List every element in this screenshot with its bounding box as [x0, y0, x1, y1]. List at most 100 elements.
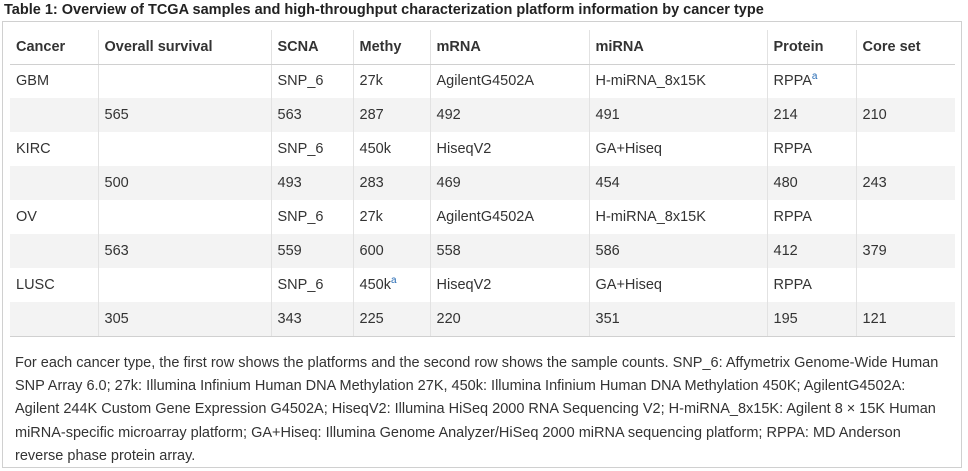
scna-cell: 343 [270, 302, 353, 337]
mrna-cell: 492 [429, 98, 589, 132]
protein-cell: RPPA [766, 200, 856, 234]
overall-survival-cell: 563 [97, 234, 271, 268]
mirna-cell: 586 [588, 234, 767, 268]
mrna-cell: 558 [429, 234, 589, 268]
cell-text: H-miRNA_8x15K [595, 209, 706, 225]
core-set-cell: 379 [855, 234, 955, 268]
cell-text: 565 [104, 107, 129, 123]
col-header-core-set: Core set [855, 30, 955, 65]
protein-cell: RPPA [766, 268, 856, 302]
cell-text: GA+Hiseq [595, 277, 663, 293]
cell-text: 351 [595, 310, 620, 327]
core-set-cell: 243 [855, 166, 955, 200]
col-header-cancer: Cancer [10, 30, 98, 65]
cell-text: 287 [359, 107, 384, 123]
methy-cell: 283 [352, 166, 430, 200]
cell-text: 343 [277, 310, 302, 327]
scna-cell: SNP_6 [270, 268, 353, 302]
cancer-cell: KIRC [10, 132, 98, 166]
col-header-mrna: mRNA [429, 30, 589, 65]
mrna-cell: HiseqV2 [429, 268, 589, 302]
cell-text: 600 [359, 243, 384, 259]
table-row: 305 343 225 220 351 195 121 [10, 302, 955, 337]
footnote-marker-link[interactable]: a [811, 71, 818, 83]
methy-cell: 27k [352, 200, 430, 234]
cell-text: 493 [277, 175, 302, 191]
table-row: 565 563 287 492 491 214 210 [10, 98, 955, 132]
cell-text: 27k [359, 73, 383, 90]
cell-text: 305 [104, 310, 129, 327]
scna-cell: SNP_6 [270, 64, 353, 98]
cell-text: 27k [359, 209, 383, 225]
table-row: KIRC SNP_6 450k HiseqV2 GA+Hiseq RPPA [10, 132, 955, 166]
overall-survival-cell [97, 268, 271, 302]
footnote-marker-link[interactable]: a [390, 275, 397, 286]
scna-cell: 563 [270, 98, 353, 132]
cell-text: 558 [436, 243, 461, 259]
col-header-protein: Protein [766, 30, 856, 65]
protein-cell: RPPAa [766, 64, 856, 98]
cell-text: 492 [436, 107, 461, 123]
cancer-cell [10, 98, 98, 132]
overall-survival-cell: 565 [97, 98, 271, 132]
cell-text: SNP_6 [277, 73, 324, 90]
methy-cell: 287 [352, 98, 430, 132]
cell-text: KIRC [16, 141, 51, 157]
mirna-cell: 351 [588, 302, 767, 337]
cell-text: H-miRNA_8x15K [595, 73, 706, 90]
protein-cell: 214 [766, 98, 856, 132]
scna-cell: 559 [270, 234, 353, 268]
cell-text: 500 [104, 175, 129, 191]
cell-text: HiseqV2 [436, 141, 492, 157]
protein-cell: 195 [766, 302, 856, 337]
col-header-scna: SCNA [270, 30, 353, 65]
table-row: 500 493 283 469 454 480 243 [10, 166, 955, 200]
header-row: Cancer Overall survival SCNA Methy mRNA … [10, 30, 955, 65]
cell-text: 491 [595, 107, 620, 123]
col-header-methy: Methy [352, 30, 430, 65]
methy-cell: 27k [352, 64, 430, 98]
core-set-cell [855, 132, 955, 166]
table-caption: Table 1: Overview of TCGA samples and hi… [4, 2, 764, 18]
methy-cell: 225 [352, 302, 430, 337]
cell-text: 220 [436, 310, 461, 327]
cancer-cell: GBM [10, 64, 98, 98]
mrna-cell: AgilentG4502A [429, 64, 589, 98]
table-frame: Cancer Overall survival SCNA Methy mRNA … [2, 21, 962, 468]
overall-survival-cell: 500 [97, 166, 271, 200]
cell-text: 225 [359, 310, 384, 327]
core-set-cell [855, 268, 955, 302]
cell-text: SNP_6 [277, 141, 324, 157]
cell-text: 450k [359, 277, 391, 293]
core-set-cell [855, 200, 955, 234]
cancer-cell: OV [10, 200, 98, 234]
cell-text: SNP_6 [277, 277, 324, 293]
cell-text: 283 [359, 175, 384, 191]
protein-cell: RPPA [766, 132, 856, 166]
scna-cell: SNP_6 [270, 200, 353, 234]
mrna-cell: 469 [429, 166, 589, 200]
table-row: GBM SNP_6 27k AgilentG4502A H-miRNA_8x15K RPP… [10, 64, 955, 98]
cell-text: 469 [436, 175, 461, 191]
cell-text: 450k [359, 141, 391, 157]
cell-text: SNP_6 [277, 209, 324, 225]
overall-survival-cell: 305 [97, 302, 271, 337]
cell-text: HiseqV2 [436, 277, 492, 293]
methy-cell: 450k [352, 132, 430, 166]
overall-survival-cell [97, 200, 271, 234]
cell-text: 586 [595, 243, 620, 259]
cell-text: 563 [277, 107, 302, 123]
cancer-cell [10, 302, 98, 337]
cell-text: AgilentG4502A [436, 209, 535, 225]
mirna-cell: GA+Hiseq [588, 132, 767, 166]
cell-text: 563 [104, 243, 129, 259]
mirna-cell: H-miRNA_8x15K [588, 200, 767, 234]
cell-text: 412 [773, 243, 798, 259]
mirna-cell: 454 [588, 166, 767, 200]
protein-cell: 412 [766, 234, 856, 268]
core-set-cell: 121 [855, 302, 955, 337]
cell-text: 214 [773, 107, 798, 123]
data-table: Cancer Overall survival SCNA Methy mRNA … [10, 30, 955, 337]
overall-survival-cell [97, 132, 271, 166]
mrna-cell: HiseqV2 [429, 132, 589, 166]
